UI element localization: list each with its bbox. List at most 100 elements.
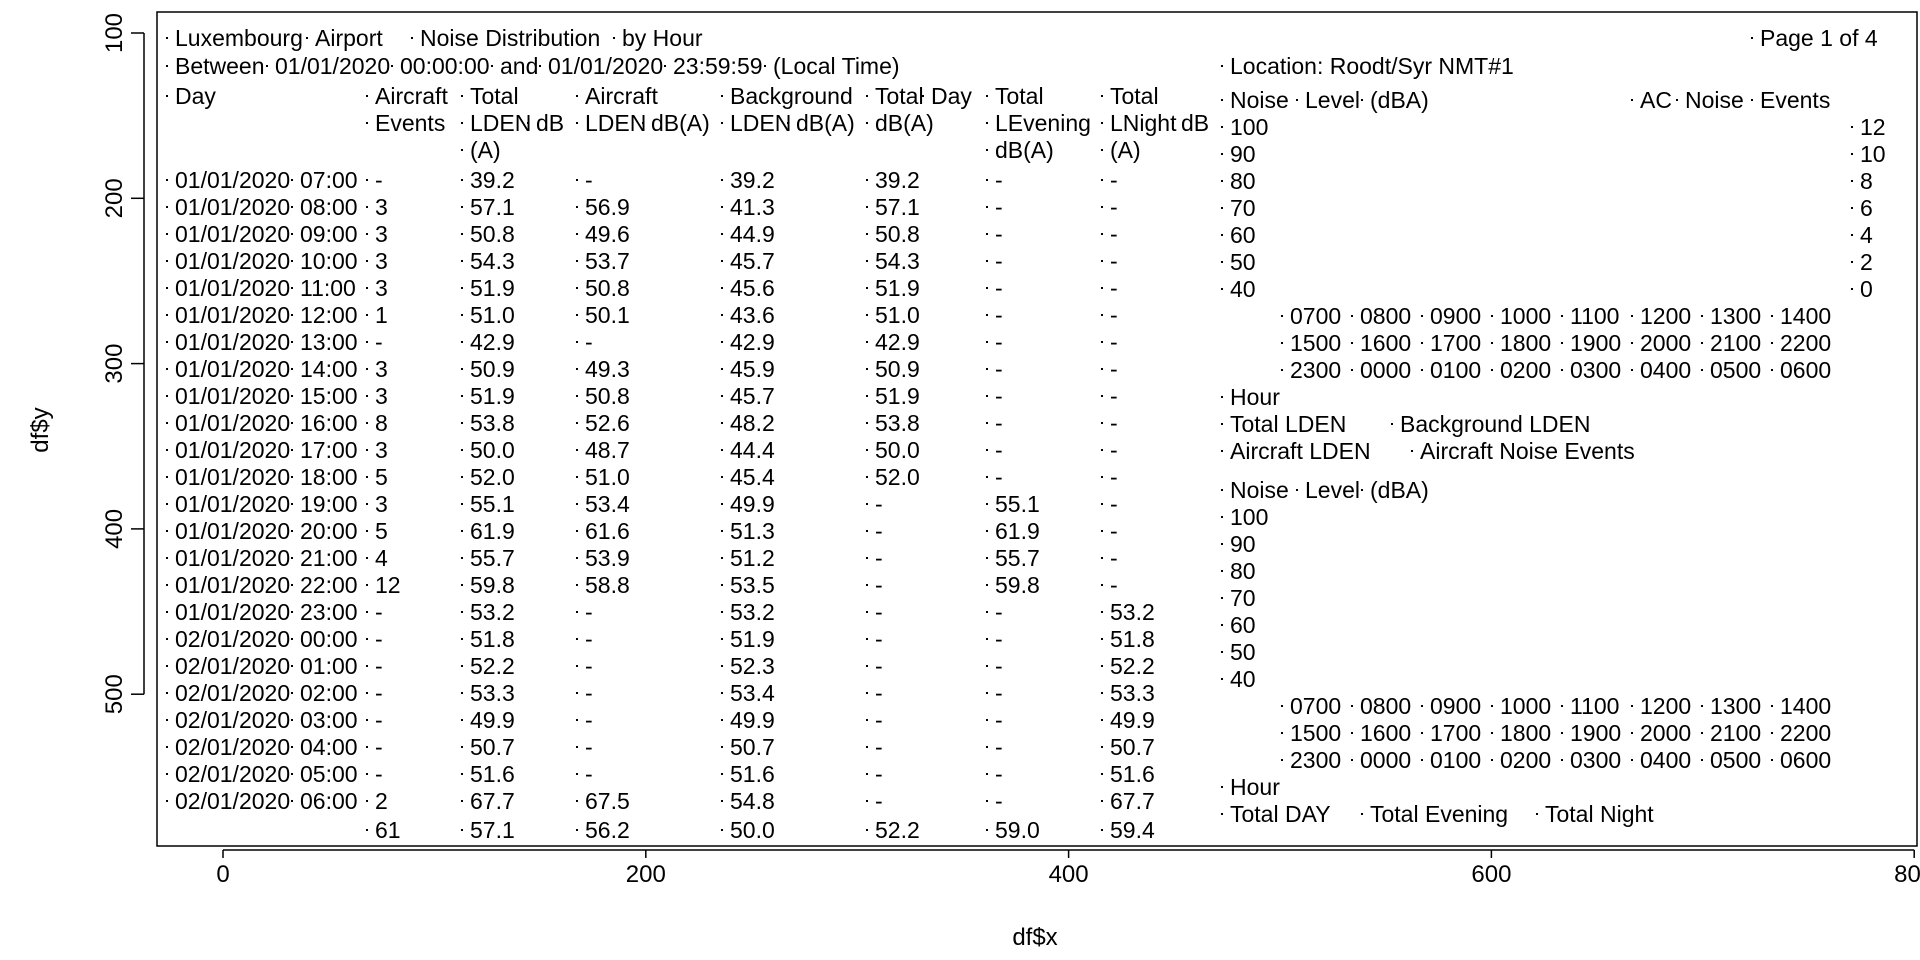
title-label: 01/01/2020 <box>275 53 390 79</box>
cell-background-point <box>721 179 723 181</box>
column-header: Aircraft <box>375 83 448 109</box>
cell-evening: - <box>995 761 1003 787</box>
cell-events-point <box>366 503 368 505</box>
cell-background: 52.3 <box>730 653 775 679</box>
cell-day-point <box>866 368 868 370</box>
cell-night-point <box>1101 368 1103 370</box>
lower-panel-y-label-point <box>1221 624 1223 626</box>
cell-night: - <box>1110 572 1118 598</box>
cell-total: 51.6 <box>470 761 515 787</box>
page-number-point <box>1751 37 1753 39</box>
cell-aircraft-point <box>576 773 578 775</box>
total-value: 59.0 <box>995 817 1040 843</box>
total-value: 61 <box>375 817 401 843</box>
lower-panel-hour-label-point <box>1491 759 1493 761</box>
lower-panel-y-label: 40 <box>1230 666 1256 692</box>
cell-time: 07:00 <box>300 167 358 193</box>
column-header: Total <box>995 83 1044 109</box>
cell-total-point <box>461 719 463 721</box>
upper-panel-hour-label-point <box>1351 369 1353 371</box>
cell-events-point <box>366 476 368 478</box>
cell-date-point <box>166 260 168 262</box>
upper-panel-hour-label-point <box>1281 342 1283 344</box>
cell-night: - <box>1110 437 1118 463</box>
cell-evening: - <box>995 248 1003 274</box>
title-label: (Local Time) <box>773 53 900 79</box>
upper-panel-y-label-point <box>1221 153 1223 155</box>
cell-background-point <box>721 746 723 748</box>
cell-time: 06:00 <box>300 788 358 814</box>
upper-panel-hour-label: 0300 <box>1570 357 1621 383</box>
upper-panel-right-title: Noise <box>1685 87 1744 113</box>
cell-total: 50.8 <box>470 221 515 247</box>
cell-background-point <box>721 719 723 721</box>
upper-panel-legend-item-point <box>1221 423 1223 425</box>
cell-night: - <box>1110 302 1118 328</box>
upper-panel-y-label-point <box>1221 126 1223 128</box>
cell-time-point <box>291 260 293 262</box>
total-value: 52.2 <box>875 817 920 843</box>
cell-time-point <box>291 773 293 775</box>
cell-background-point <box>721 341 723 343</box>
cell-date: 02/01/2020 <box>175 734 290 760</box>
cell-events: 2 <box>375 788 388 814</box>
upper-panel-right-label-point <box>1851 180 1853 182</box>
cell-events-point <box>366 800 368 802</box>
plot-labels: Luxembourg Airport Noise Distribution by Ho… <box>166 25 1886 843</box>
cell-background: 51.6 <box>730 761 775 787</box>
cell-day-point <box>866 557 868 559</box>
cell-background: 51.9 <box>730 626 775 652</box>
total-value: 59.4 <box>1110 817 1155 843</box>
cell-evening: 55.7 <box>995 545 1040 571</box>
lower-panel-hour-label-point <box>1351 705 1353 707</box>
upper-panel-right-label-point <box>1851 288 1853 290</box>
upper-panel-y-label: 70 <box>1230 195 1256 221</box>
cell-events-point <box>366 719 368 721</box>
cell-night: - <box>1110 248 1118 274</box>
upper-panel-hour-label-point <box>1281 315 1283 317</box>
column-header-point <box>642 122 644 124</box>
cell-evening-point <box>986 422 988 424</box>
cell-time-point <box>291 611 293 613</box>
cell-events-point <box>366 314 368 316</box>
cell-day: 42.9 <box>875 329 920 355</box>
lower-panel-hour-label: 0900 <box>1430 693 1481 719</box>
title-label-point <box>613 37 615 39</box>
cell-date-point <box>166 233 168 235</box>
lower-panel-hour-label: 0700 <box>1290 693 1341 719</box>
cell-night-point <box>1101 530 1103 532</box>
cell-evening: - <box>995 410 1003 436</box>
cell-background-point <box>721 395 723 397</box>
cell-events-point <box>366 368 368 370</box>
cell-aircraft-point <box>576 368 578 370</box>
cell-background: 53.4 <box>730 680 775 706</box>
cell-day: 53.8 <box>875 410 920 436</box>
cell-background: 42.9 <box>730 329 775 355</box>
cell-aircraft: - <box>585 734 593 760</box>
cell-evening: - <box>995 329 1003 355</box>
title-label: Noise Distribution <box>420 25 600 51</box>
cell-evening: - <box>995 707 1003 733</box>
cell-date: 02/01/2020 <box>175 653 290 679</box>
cell-day: 50.9 <box>875 356 920 382</box>
title-label-point <box>166 37 168 39</box>
upper-panel-hour-label: 0100 <box>1430 357 1481 383</box>
lower-panel-hour-label: 2000 <box>1640 720 1691 746</box>
lower-panel-hour-label: 1200 <box>1640 693 1691 719</box>
cell-aircraft-point <box>576 341 578 343</box>
cell-time: 19:00 <box>300 491 358 517</box>
cell-events: 3 <box>375 221 388 247</box>
lower-panel-hour-label: 0400 <box>1640 747 1691 773</box>
cell-total: 57.1 <box>470 194 515 220</box>
title-label: Between <box>175 53 265 79</box>
cell-aircraft: - <box>585 680 593 706</box>
cell-time-point <box>291 395 293 397</box>
cell-time: 10:00 <box>300 248 358 274</box>
lower-panel-legend-item: Total DAY <box>1230 801 1331 827</box>
cell-evening-point <box>986 179 988 181</box>
cell-aircraft: - <box>585 761 593 787</box>
cell-night: 52.2 <box>1110 653 1155 679</box>
cell-date: 02/01/2020 <box>175 626 290 652</box>
cell-background-point <box>721 584 723 586</box>
column-header: Day <box>931 83 972 109</box>
